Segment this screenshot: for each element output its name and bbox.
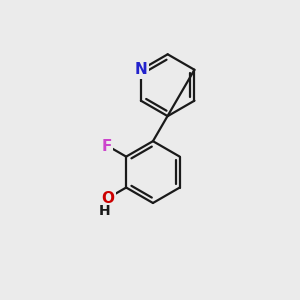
- Text: F: F: [101, 139, 112, 154]
- Text: H: H: [98, 203, 110, 218]
- Text: N: N: [134, 62, 147, 77]
- Text: O: O: [101, 190, 114, 206]
